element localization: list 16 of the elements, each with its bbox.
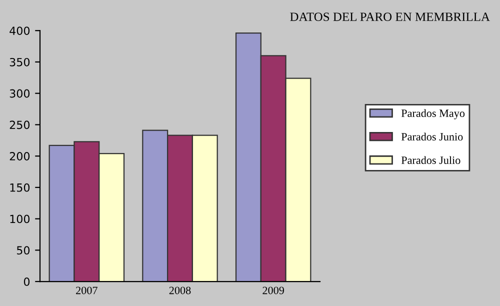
y-tick-label: 0	[24, 277, 30, 286]
legend-label: Parados Julio	[401, 156, 460, 164]
x-tick-label: 2009	[262, 286, 284, 294]
y-tick-label: 100	[10, 214, 30, 224]
y-tick-label: 50	[16, 246, 30, 255]
legend-label: Parados Junio	[401, 132, 463, 141]
x-tick-label: 2008	[169, 286, 191, 294]
y-tick-label: 400	[10, 26, 30, 35]
y-tick-label: 250	[10, 120, 30, 130]
y-tick-label: 350	[10, 58, 30, 66]
y-tick-label: 300	[10, 89, 30, 98]
text: DATOS DEL PARO EN MEMBRILLA	[290, 12, 490, 22]
y-tick-label: 200	[10, 152, 30, 160]
y-tick-label: 150	[10, 183, 30, 192]
legend-label: Parados Mayo	[401, 109, 465, 120]
x-tick-label: 2007	[76, 286, 98, 294]
